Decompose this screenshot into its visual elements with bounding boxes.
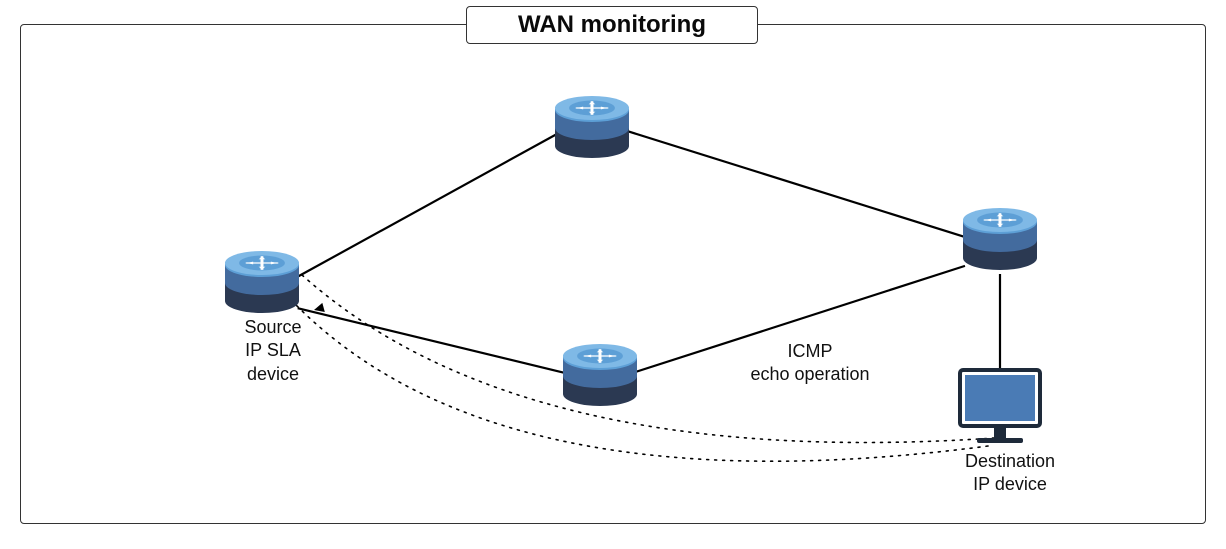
icmp-label: ICMP echo operation — [710, 340, 910, 387]
source-label: Source IP SLA device — [213, 316, 333, 386]
dest-label: Destination IP device — [940, 450, 1080, 497]
diagram-title: WAN monitoring — [466, 6, 758, 44]
diagram-panel — [20, 24, 1206, 524]
